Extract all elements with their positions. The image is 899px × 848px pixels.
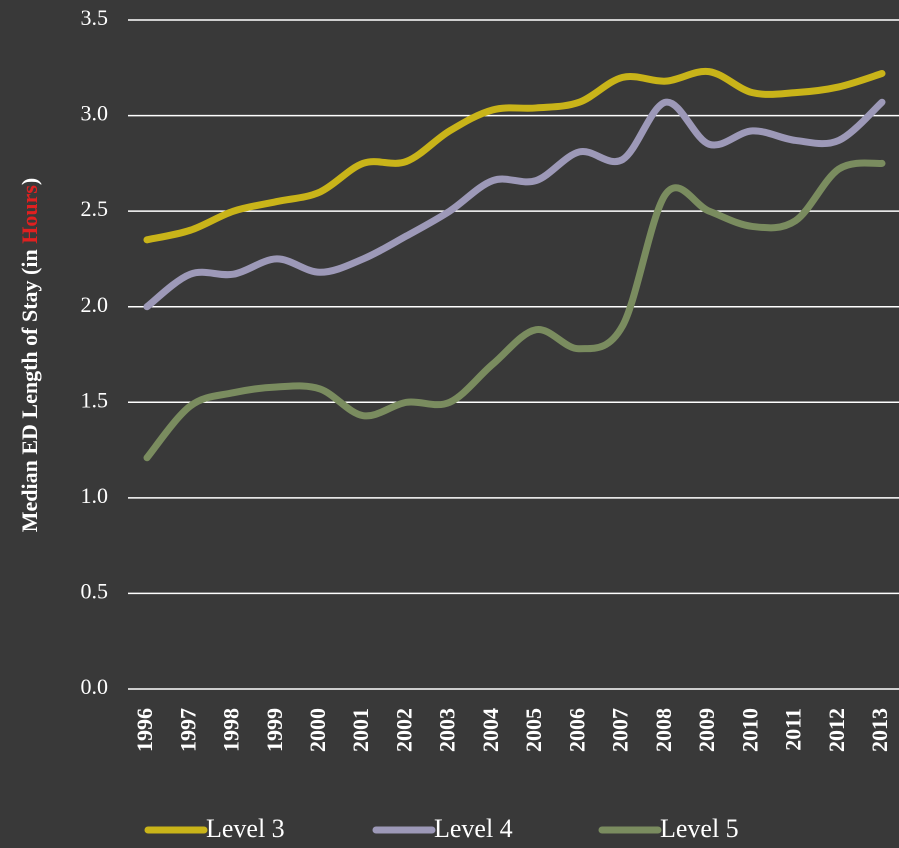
y-tick-label: 0.5 bbox=[81, 578, 109, 603]
x-tick-label: 2002 bbox=[391, 708, 416, 752]
series-line bbox=[143, 67, 886, 244]
x-tick-label: 1998 bbox=[219, 708, 244, 752]
y-tick-label: 3.0 bbox=[81, 101, 109, 126]
legend-label: Level 5 bbox=[660, 814, 739, 843]
x-tick-label: 2006 bbox=[564, 708, 589, 752]
x-tick-label: 2009 bbox=[694, 708, 719, 752]
x-tick-label: 2010 bbox=[737, 708, 762, 752]
y-label-part: ) bbox=[17, 178, 42, 185]
x-tick-label: 2001 bbox=[348, 708, 373, 752]
legend-label: Level 3 bbox=[206, 814, 285, 843]
y-tick-label: 1.5 bbox=[81, 387, 109, 412]
y-label-highlight: Hours bbox=[17, 185, 42, 244]
x-tick-label: 2012 bbox=[824, 708, 849, 752]
x-tick-label: 2011 bbox=[781, 708, 806, 751]
x-tick-label: 2003 bbox=[435, 708, 460, 752]
series-line bbox=[143, 98, 886, 311]
x-tick-label: 2000 bbox=[305, 708, 330, 752]
series-line bbox=[143, 159, 886, 462]
x-tick-label: 2005 bbox=[521, 708, 546, 752]
legend-label: Level 4 bbox=[434, 814, 513, 843]
y-axis-label: Median ED Length of Stay (in Hours) bbox=[17, 178, 42, 533]
x-tick-label: 2004 bbox=[478, 708, 503, 752]
y-tick-label: 1.0 bbox=[81, 483, 109, 508]
y-label-part: Median ED Length of Stay (in bbox=[17, 244, 42, 532]
x-tick-label: 2007 bbox=[608, 708, 633, 752]
x-tick-label: 2013 bbox=[867, 708, 892, 752]
y-tick-label: 2.5 bbox=[81, 196, 109, 221]
x-tick-label: 1999 bbox=[262, 708, 287, 752]
x-tick-label: 1996 bbox=[132, 708, 157, 752]
y-tick-label: 2.0 bbox=[81, 292, 109, 317]
y-tick-label: 3.5 bbox=[81, 5, 109, 30]
x-tick-label: 2008 bbox=[651, 708, 676, 752]
y-tick-label: 0.0 bbox=[81, 674, 109, 699]
x-tick-label: 1997 bbox=[175, 708, 200, 752]
